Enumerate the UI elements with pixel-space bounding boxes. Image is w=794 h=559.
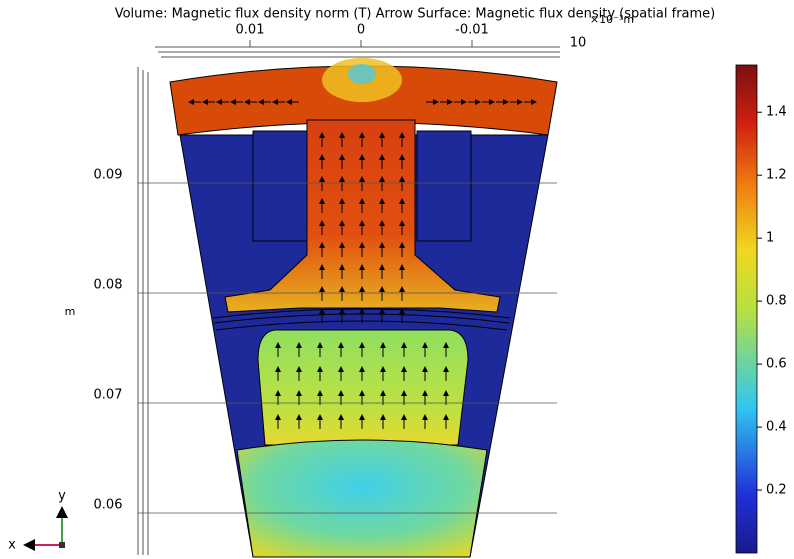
- chart: Volume: Magnetic flux density norm (T) A…: [0, 0, 794, 559]
- colorbar-tick-label: 0.6: [766, 357, 787, 372]
- y-tick-label: 0.06: [94, 498, 123, 513]
- colorbar-tick-label: 0.2: [766, 483, 787, 498]
- triad-y: y: [58, 489, 66, 504]
- y-tick-label: 0.08: [94, 278, 123, 293]
- x-extra-label: 10: [570, 36, 587, 51]
- x-tick-label: -0.01: [455, 23, 489, 38]
- coil-block: [258, 330, 468, 445]
- triad-x: x: [8, 538, 16, 553]
- colorbar-tick-label: 1.2: [766, 168, 787, 183]
- y-axis-label: m: [65, 305, 76, 318]
- colorbar-tick-label: 0.8: [766, 294, 787, 309]
- y-tick-label: 0.09: [94, 168, 123, 183]
- x-unit: ×10⁻³m: [590, 13, 634, 26]
- colorbar: [736, 65, 757, 553]
- y-tick-label: 0.07: [94, 388, 123, 403]
- colorbar-tick-label: 1.4: [766, 105, 787, 120]
- x-tick-label: 0.01: [236, 23, 265, 38]
- geometry: [170, 58, 557, 557]
- axis-triad: y x: [8, 489, 66, 553]
- colorbar-tick-label: 0.4: [766, 420, 787, 435]
- colorbar-tick-label: 1: [766, 231, 774, 246]
- x-tick-label: 0: [357, 23, 365, 38]
- bottom-region: [237, 440, 487, 557]
